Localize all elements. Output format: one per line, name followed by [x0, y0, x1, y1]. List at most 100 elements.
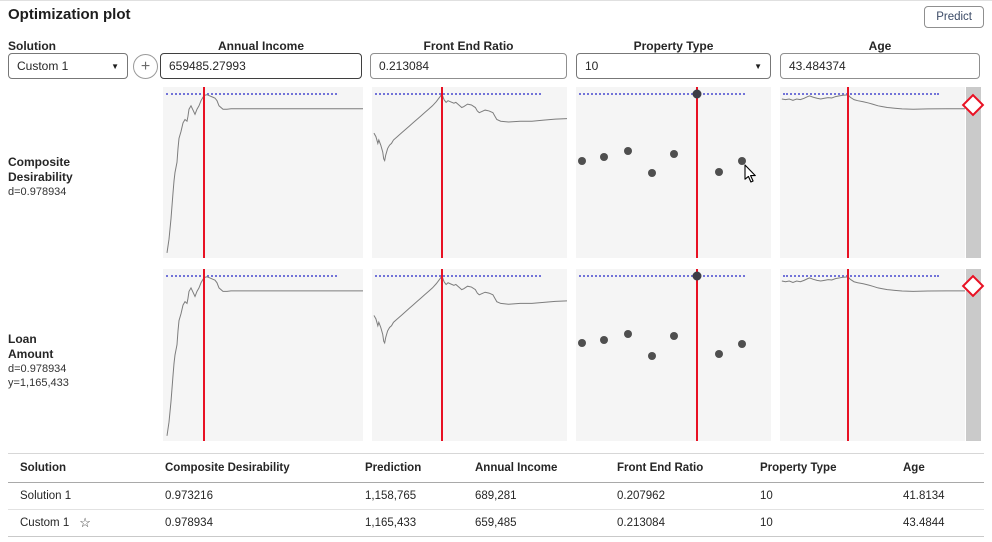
selected-level-dot	[692, 89, 702, 99]
desirability-value: d=0.978934	[8, 363, 67, 375]
predict-button[interactable]: Predict	[924, 6, 984, 28]
level-dot	[648, 169, 657, 178]
level-dot	[669, 332, 678, 341]
plot-composite-property-type[interactable]	[576, 87, 771, 258]
level-dot	[600, 153, 609, 162]
max-desirability-line	[783, 275, 939, 277]
col-header-annual-income: Annual Income	[475, 462, 558, 474]
factor-value-line[interactable]	[203, 269, 205, 441]
plot-composite-front-end-ratio[interactable]	[372, 87, 567, 258]
max-desirability-line	[579, 93, 745, 95]
desirability-curve	[372, 269, 567, 441]
selected-level-dot	[692, 271, 702, 281]
mouse-cursor-icon	[744, 164, 756, 183]
front-end-ratio-input[interactable]	[370, 53, 567, 79]
desirability-curve	[163, 87, 363, 258]
response-title-line: Loan	[8, 332, 37, 346]
factor-value-line[interactable]	[441, 87, 443, 258]
desirability-curve	[163, 269, 363, 441]
desirability-track	[966, 269, 981, 441]
col-header-property-type: Property Type	[760, 462, 837, 474]
plot-loan-amount-age[interactable]	[780, 269, 965, 441]
desirability-curve	[780, 269, 965, 441]
plot-loan-amount-property-type[interactable]	[576, 269, 771, 441]
cell-front-end-ratio: 0.213084	[617, 517, 665, 529]
factor-value-line[interactable]	[441, 269, 443, 441]
col-header-age: Age	[903, 462, 925, 474]
solution-name: Solution 1	[20, 490, 72, 502]
cell-annual-income: 689,281	[475, 490, 517, 502]
level-dot	[715, 350, 724, 359]
cell-age: 43.4844	[903, 517, 945, 529]
table-row[interactable]: Custom 1 ☆ 0.978934 1,165,433 659,485 0.…	[8, 510, 984, 537]
plot-loan-amount-annual-income[interactable]	[163, 269, 363, 441]
solution-name: Custom 1	[20, 517, 70, 529]
factor-label-annual-income: Annual Income	[217, 39, 304, 53]
factor-value-line[interactable]	[847, 87, 850, 258]
max-desirability-line	[375, 275, 541, 277]
plot-loan-amount-front-end-ratio[interactable]	[372, 269, 567, 441]
chevron-down-icon: ▼	[754, 61, 762, 71]
response-title-line: Desirability	[8, 170, 73, 184]
age-input[interactable]	[780, 53, 980, 79]
table-row[interactable]: Solution 1 ☆ 0.973216 1,158,765 689,281 …	[8, 483, 984, 510]
factor-value-line[interactable]	[695, 87, 698, 258]
max-desirability-line	[783, 93, 939, 95]
solution-label: Solution	[8, 39, 56, 53]
response-label-loan-amount: Loan Amount d=0.978934 y=1,165,433	[8, 332, 158, 390]
cell-annual-income: 659,485	[475, 517, 517, 529]
cell-composite-desirability: 0.978934	[165, 517, 213, 529]
col-header-front-end-ratio: Front End Ratio	[617, 462, 704, 474]
factor-value-line[interactable]	[695, 269, 698, 441]
level-dot	[715, 167, 724, 176]
response-value: y=1,165,433	[8, 377, 69, 389]
col-header-solution: Solution	[20, 462, 66, 474]
response-title-line: Composite	[8, 155, 71, 169]
level-dot	[623, 329, 632, 338]
factor-value-line[interactable]	[847, 269, 850, 441]
plot-composite-annual-income[interactable]	[163, 87, 363, 258]
property-type-dropdown-value: 10	[585, 59, 599, 73]
desirability-curve	[372, 87, 567, 258]
annual-income-input[interactable]	[160, 53, 362, 79]
level-dot	[577, 338, 586, 347]
col-header-composite-desirability: Composite Desirability	[165, 462, 290, 474]
max-desirability-line	[166, 275, 337, 277]
factor-value-line[interactable]	[203, 87, 205, 258]
level-dot	[623, 147, 632, 156]
plot-composite-age[interactable]	[780, 87, 965, 258]
plus-icon: +	[140, 57, 151, 75]
level-dot	[648, 351, 657, 360]
table-header-row: Solution Composite Desirability Predicti…	[8, 454, 984, 483]
cell-age: 41.8134	[903, 490, 945, 502]
page-title: Optimization plot	[8, 6, 131, 23]
property-type-dropdown[interactable]: 10 ▼	[576, 53, 771, 79]
level-dot	[737, 157, 746, 166]
chevron-down-icon: ▼	[111, 61, 119, 71]
cell-composite-desirability: 0.973216	[165, 490, 213, 502]
cell-prediction: 1,158,765	[365, 490, 417, 502]
solution-name-cell: Custom 1 ☆	[20, 515, 165, 531]
level-dot	[669, 149, 678, 158]
cell-prediction: 1,165,433	[365, 517, 417, 529]
max-desirability-line	[166, 93, 337, 95]
solution-dropdown-value: Custom 1	[17, 59, 69, 73]
max-desirability-line	[375, 93, 541, 95]
col-header-prediction: Prediction	[365, 462, 422, 474]
level-dot	[737, 339, 746, 348]
level-dot	[577, 156, 586, 165]
cell-front-end-ratio: 0.207962	[617, 490, 665, 502]
factor-label-age: Age	[868, 39, 892, 53]
level-dot	[600, 335, 609, 344]
cell-property-type: 10	[760, 517, 773, 529]
response-title-line: Amount	[8, 347, 54, 361]
desirability-curve	[780, 87, 965, 258]
solution-dropdown[interactable]: Custom 1 ▼	[8, 53, 128, 79]
cell-property-type: 10	[760, 490, 773, 502]
star-icon[interactable]: ☆	[79, 515, 91, 530]
response-label-composite-desirability: Composite Desirability d=0.978934	[8, 155, 158, 199]
add-solution-button[interactable]: +	[133, 54, 158, 79]
solution-name-cell: Solution 1 ☆	[20, 490, 165, 502]
desirability-track	[966, 87, 981, 258]
